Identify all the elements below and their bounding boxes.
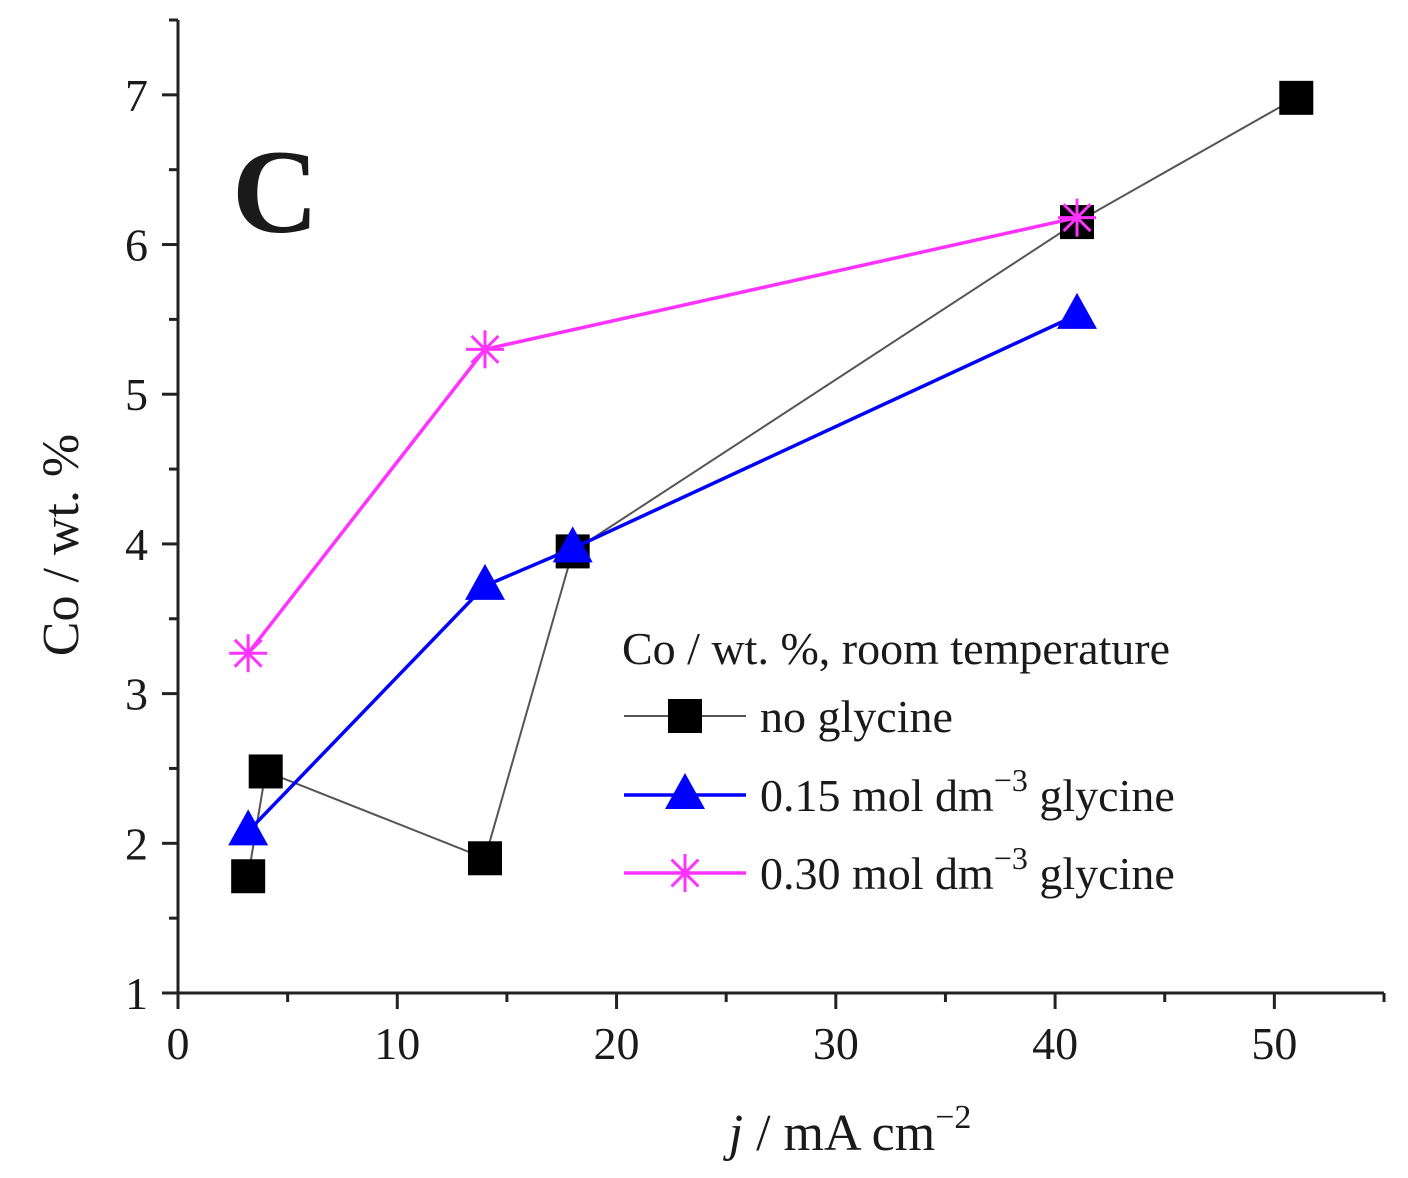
data-point-glycine-030	[229, 634, 268, 673]
series-line-glycine-015	[246, 313, 1078, 833]
legend-marker-glycine-030-stroke	[670, 858, 700, 888]
legend-label-suffix: glycine	[1028, 848, 1175, 899]
legend-marker-glycine-015	[665, 773, 705, 809]
data-point-glycine-015	[1057, 292, 1098, 329]
data-point-glycine-030-stroke	[233, 638, 263, 668]
legend-label: no glycine	[760, 691, 953, 742]
y-tick-label: 5	[125, 369, 148, 420]
data-point-glycine-015	[228, 809, 269, 846]
data-point-glycine-015	[464, 563, 505, 600]
data-point-glycine-030-stroke	[1062, 203, 1092, 233]
y-tick-label: 3	[125, 669, 148, 720]
series-glycine-015	[228, 292, 1098, 846]
legend-label: 0.15 mol dm−3 glycine	[760, 762, 1175, 821]
x-tick-label: 10	[374, 1018, 420, 1069]
y-tick-label: 1	[125, 968, 148, 1019]
x-tick-label: 30	[813, 1018, 859, 1069]
y-tick-label: 2	[125, 818, 148, 869]
data-point-no-glycine	[1279, 80, 1314, 115]
data-point-no-glycine	[467, 841, 502, 876]
x-axis-title: j / mA cm−2	[723, 1099, 972, 1162]
x-tick-label: 20	[594, 1018, 640, 1069]
legend-label: 0.30 mol dm−3 glycine	[760, 840, 1175, 899]
legend-marker-glycine-030	[666, 854, 704, 892]
legend-label-sup: −3	[994, 840, 1028, 876]
legend-title: Co / wt. %, room temperature	[622, 623, 1170, 674]
series-glycine-030	[229, 198, 1097, 673]
y-axis-title: Co / wt. %	[33, 434, 90, 656]
x-axis-title-text: / mA cm	[743, 1105, 935, 1162]
x-tick-label: 40	[1032, 1018, 1078, 1069]
y-tick-label: 4	[125, 519, 148, 570]
data-point-no-glycine	[231, 859, 266, 894]
panel-label: C	[232, 125, 319, 258]
data-point-glycine-030	[465, 330, 504, 369]
axes: 0 10 20 30 40 50 1 2 3 4 5 6 7	[125, 18, 1386, 1069]
series-line-no-glycine	[247, 96, 1297, 877]
series-line-glycine-030	[246, 215, 1078, 655]
series-layer	[228, 80, 1314, 894]
legend-item-no-glycine: no glycine	[624, 691, 953, 742]
x-tick-label: 0	[167, 1018, 190, 1069]
series-no-glycine	[231, 80, 1314, 894]
y-tick-label: 7	[125, 70, 148, 121]
x-axis-title-sup: −2	[935, 1099, 971, 1136]
data-point-glycine-015	[552, 526, 593, 563]
x-axis-title-italic: j	[723, 1105, 743, 1162]
x-tick-label: 50	[1251, 1018, 1297, 1069]
legend-label-sup: −3	[994, 762, 1028, 798]
legend-marker-no-glycine	[668, 699, 702, 733]
data-point-no-glycine	[248, 754, 283, 789]
legend-label-main: 0.15 mol dm	[760, 770, 994, 821]
legend-label-main: 0.30 mol dm	[760, 848, 994, 899]
legend-item-glycine-030: 0.30 mol dm−3 glycine	[624, 840, 1175, 899]
data-point-glycine-030	[1058, 198, 1097, 237]
legend: Co / wt. %, room temperature no glycine 0.…	[622, 623, 1175, 899]
y-tick-label: 6	[125, 220, 148, 271]
legend-item-glycine-015: 0.15 mol dm−3 glycine	[624, 762, 1175, 821]
legend-label-main: no glycine	[760, 691, 953, 742]
legend-label-suffix: glycine	[1028, 770, 1175, 821]
data-point-glycine-030-stroke	[470, 334, 500, 364]
